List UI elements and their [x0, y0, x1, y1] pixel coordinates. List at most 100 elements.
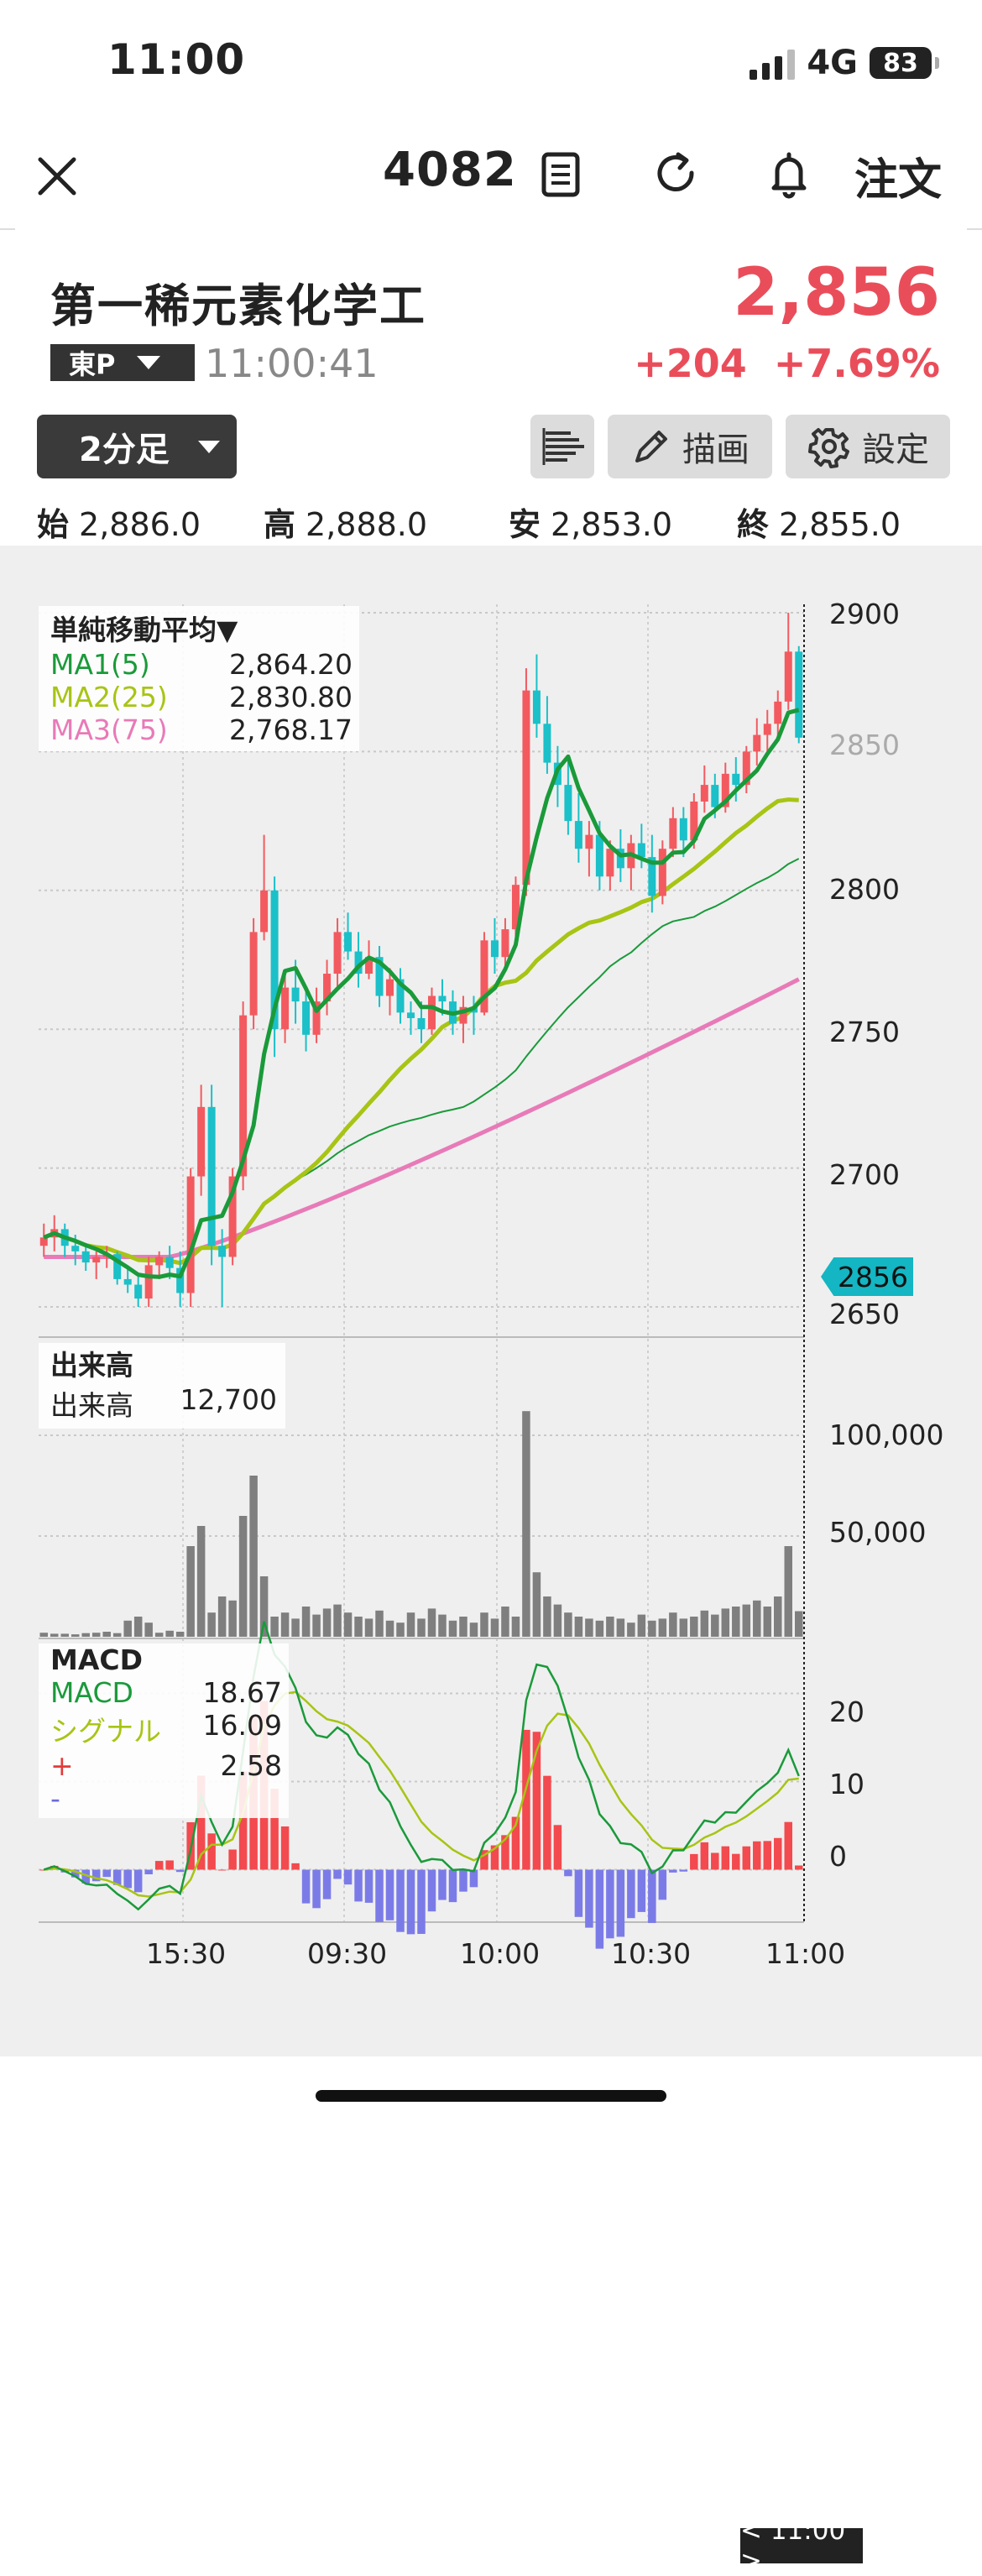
macd-histogram-bar [658, 1869, 667, 1900]
volume-bar [490, 1618, 499, 1637]
macd-histogram-bar [732, 1853, 740, 1870]
volume-bar [207, 1612, 216, 1637]
signal-line [44, 1690, 799, 1898]
macd-histogram-bar [385, 1869, 394, 1920]
volume-bar [564, 1612, 572, 1637]
volume-bar [175, 1632, 185, 1637]
settings-button[interactable]: 設定 [786, 415, 950, 478]
candle-body [522, 690, 530, 886]
order-button[interactable]: 注文 [854, 155, 943, 206]
volume-bar [427, 1608, 436, 1637]
volume-bar [270, 1617, 279, 1637]
candle-body [71, 1246, 80, 1251]
candle-body [700, 785, 708, 802]
depth-button[interactable] [530, 415, 594, 478]
hist-plus-label: + [50, 1749, 74, 1782]
candle-body [260, 890, 269, 933]
chart-area[interactable]: 単純移動平均▼ MA1(5) 2,864.20 MA2(25) 2,830.80 M… [0, 546, 982, 2576]
candle-body [270, 890, 279, 1030]
document-icon[interactable] [534, 148, 588, 201]
candle-body [228, 1176, 237, 1257]
volume-bar [732, 1607, 740, 1637]
volume-bar [154, 1633, 164, 1637]
macd-histogram-bar [753, 1841, 761, 1870]
volume-bar [112, 1633, 122, 1637]
candle-body [134, 1284, 143, 1299]
close-value: 2,855.0 [779, 506, 901, 543]
exchange-label: 東P [69, 348, 116, 380]
volume-bar [81, 1633, 90, 1637]
volume-bar [238, 1516, 248, 1637]
candle-body [616, 849, 624, 869]
x-label-1530: 15:30 [146, 1937, 227, 1970]
y-tick-2800: 2800 [829, 873, 900, 906]
candle-body [532, 690, 541, 724]
x-label-0930: 09:30 [307, 1937, 388, 1970]
draw-label: 描画 [682, 431, 750, 469]
volume-value: 12,700 [180, 1383, 277, 1416]
volume-bar [406, 1612, 415, 1637]
volume-bar [763, 1607, 772, 1637]
cursor-time-label[interactable]: < 11:00 > [740, 2516, 863, 2576]
candle-body [585, 834, 593, 849]
volume-bar [774, 1596, 782, 1637]
hist-minus-label: - [50, 1782, 60, 1815]
volume-bar [50, 1633, 59, 1637]
candle-body [333, 932, 342, 974]
volume-bar [364, 1618, 373, 1637]
battery-icon: 83 [870, 47, 939, 79]
macd-histogram-bar [207, 1833, 216, 1870]
exchange-selector[interactable]: 東P [50, 344, 195, 381]
volume-bar [196, 1526, 206, 1637]
volume-bar [501, 1607, 509, 1637]
candle-body [763, 724, 771, 735]
current-price: 2,856 [733, 255, 940, 331]
candle-body [281, 987, 290, 1030]
volume-bar [385, 1620, 394, 1637]
candle-body [774, 701, 782, 724]
volume-bar [742, 1604, 751, 1637]
candle-body [543, 724, 551, 763]
candle-body [417, 1017, 426, 1030]
macd-histogram-bar [343, 1869, 353, 1885]
ma-legend-title[interactable]: 単純移動平均▼ [50, 614, 238, 646]
volume-bar [417, 1618, 426, 1637]
volume-bar [753, 1600, 761, 1637]
candle-body [564, 785, 572, 822]
ma3-row: MA3(75) 2,768.17 [50, 713, 353, 746]
candle-body [784, 651, 792, 702]
period-selector[interactable]: 2分足 [37, 415, 237, 478]
volume-bar [343, 1612, 353, 1637]
ma-legend[interactable]: 単純移動平均▼ MA1(5) 2,864.20 MA2(25) 2,830.80 M… [39, 606, 359, 751]
macd-histogram-bar [469, 1869, 478, 1888]
volume-bar [469, 1622, 478, 1637]
high-label: 高 [264, 506, 296, 543]
volume-bar [249, 1476, 258, 1637]
signal-row: シグナル 16.09 [50, 1709, 282, 1749]
candle-body [39, 1237, 48, 1246]
candle-body [354, 951, 363, 974]
macd-histogram-bar [270, 1788, 279, 1870]
volume-bar [700, 1610, 709, 1637]
ma3-label: MA3(75) [50, 713, 168, 746]
macd-histogram-bar [616, 1869, 625, 1937]
refresh-icon[interactable] [650, 148, 703, 201]
macd-value: 18.67 [202, 1676, 282, 1709]
volume-bar [291, 1618, 300, 1637]
volume-bar [480, 1612, 488, 1637]
bell-icon[interactable] [762, 148, 816, 201]
candle-body [501, 929, 509, 958]
close-icon[interactable] [25, 144, 89, 208]
candle-body [669, 818, 677, 849]
macd-histogram-bar [238, 1771, 248, 1870]
hist-minus-row: - [50, 1782, 282, 1815]
macd-histogram-bar [585, 1869, 593, 1928]
home-indicator [316, 2090, 666, 2102]
chart-canvas[interactable] [0, 546, 982, 2056]
macd-histogram-bar [532, 1732, 541, 1870]
volume-bar [543, 1596, 551, 1637]
macd-histogram-bar [39, 1869, 48, 1871]
macd-histogram-bar [700, 1842, 709, 1870]
volume-bar [532, 1572, 541, 1637]
draw-button[interactable]: 描画 [608, 415, 772, 478]
